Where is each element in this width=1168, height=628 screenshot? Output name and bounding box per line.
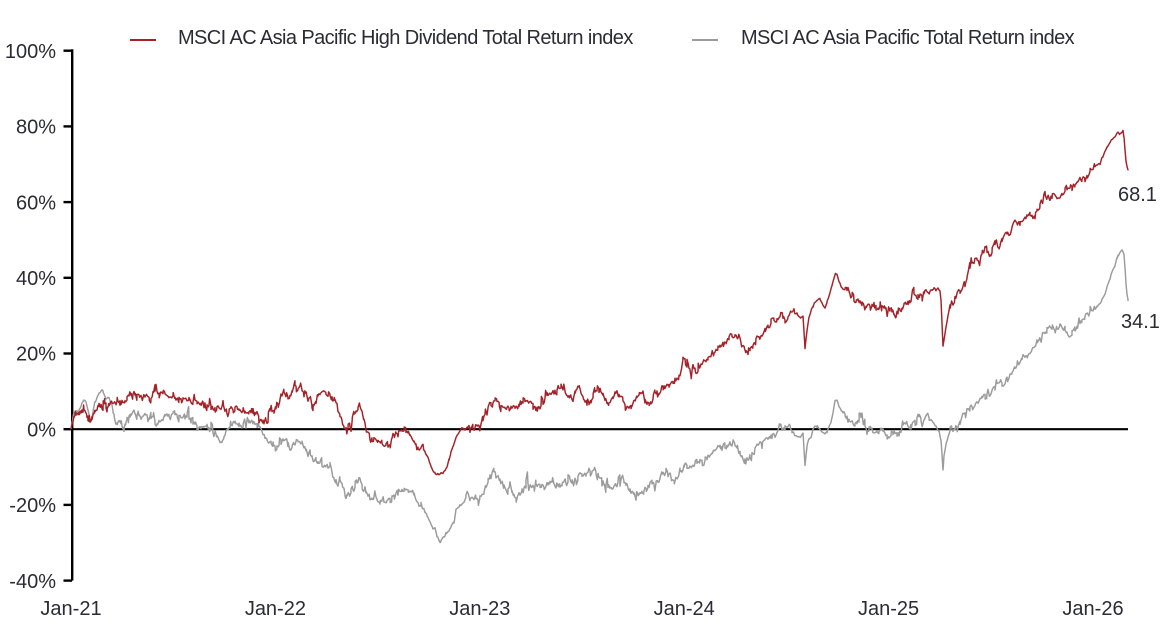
svg-text:-40%: -40% xyxy=(9,571,56,593)
svg-text:20%: 20% xyxy=(16,344,56,366)
svg-text:68.1: 68.1 xyxy=(1118,184,1157,206)
svg-text:Jan-24: Jan-24 xyxy=(654,598,715,620)
svg-text:60%: 60% xyxy=(16,192,56,214)
svg-text:100%: 100% xyxy=(5,41,56,63)
svg-text:-20%: -20% xyxy=(9,495,56,517)
svg-text:Jan-21: Jan-21 xyxy=(40,598,101,620)
svg-text:MSCI AC Asia Pacific High Divi: MSCI AC Asia Pacific High Dividend Total… xyxy=(178,27,633,49)
svg-text:MSCI AC Asia Pacific Total Ret: MSCI AC Asia Pacific Total Return index xyxy=(741,27,1075,49)
svg-text:80%: 80% xyxy=(16,117,56,139)
svg-text:0%: 0% xyxy=(27,419,56,441)
svg-text:40%: 40% xyxy=(16,268,56,290)
svg-text:Jan-26: Jan-26 xyxy=(1062,598,1123,620)
svg-text:Jan-23: Jan-23 xyxy=(449,598,510,620)
svg-text:34.1: 34.1 xyxy=(1121,311,1160,333)
svg-text:Jan-25: Jan-25 xyxy=(858,598,919,620)
svg-text:Jan-22: Jan-22 xyxy=(245,598,306,620)
